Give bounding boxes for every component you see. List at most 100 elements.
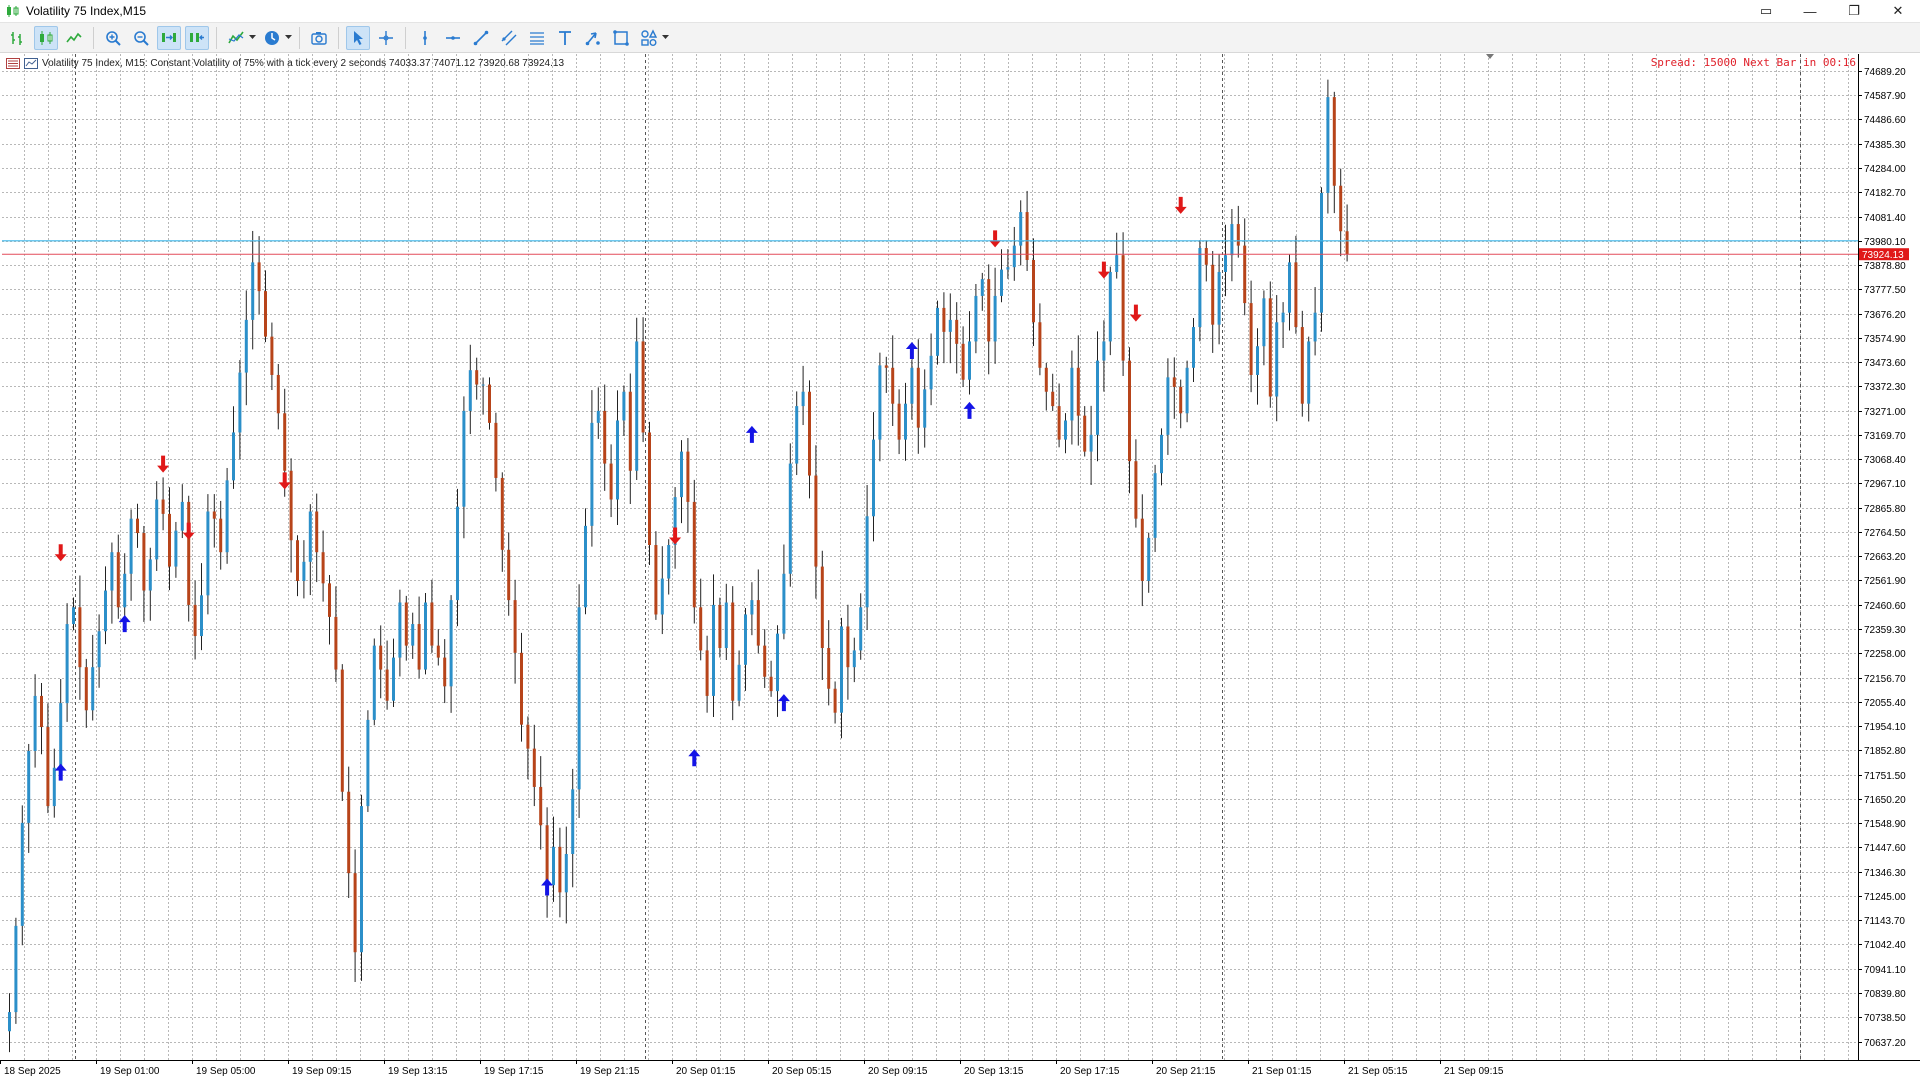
shapes-button[interactable] bbox=[609, 26, 633, 50]
bear-candle bbox=[1057, 406, 1061, 440]
bear-candle bbox=[1121, 255, 1125, 361]
trend-line-button[interactable] bbox=[469, 26, 493, 50]
bear-candle bbox=[1044, 367, 1048, 392]
bull-candle bbox=[801, 391, 805, 407]
cursor-button[interactable] bbox=[346, 25, 370, 50]
dropdown-arrow-icon[interactable] bbox=[248, 26, 256, 50]
bull-candle bbox=[174, 530, 178, 567]
bull-candle bbox=[673, 497, 677, 546]
bear-candle bbox=[808, 391, 811, 476]
shapes-icon bbox=[613, 29, 629, 46]
bull-candle bbox=[616, 420, 619, 500]
close-icon[interactable]: ✕ bbox=[1892, 3, 1904, 18]
candlestick-chart-button[interactable] bbox=[34, 25, 58, 50]
price-axis-label: 71751.50 bbox=[1864, 771, 1906, 782]
sell-signal-arrow bbox=[989, 230, 1002, 248]
periods-clock-icon bbox=[265, 30, 279, 45]
line-chart-icon bbox=[66, 32, 82, 42]
text-button[interactable] bbox=[553, 26, 577, 50]
zoom-out-button[interactable] bbox=[129, 26, 153, 50]
bull-candle bbox=[865, 516, 869, 608]
line-chart-button[interactable] bbox=[62, 26, 86, 50]
bull-candle bbox=[65, 624, 69, 704]
restore-panel-icon[interactable]: ▭ bbox=[1759, 3, 1773, 18]
chart-info-line: Volatility 75 Index, M15: Constant Volat… bbox=[6, 58, 564, 69]
zoom-in-button[interactable] bbox=[101, 26, 125, 50]
price-axis-label: 73777.50 bbox=[1864, 285, 1906, 296]
bear-candle bbox=[1236, 224, 1240, 246]
bull-candle bbox=[680, 451, 683, 498]
objects-button[interactable] bbox=[637, 26, 661, 50]
dropdown-arrow-icon[interactable] bbox=[661, 26, 669, 50]
dropdown-arrow-icon[interactable] bbox=[284, 26, 292, 50]
bear-candle bbox=[475, 370, 479, 385]
price-axis-label: 73372.30 bbox=[1864, 382, 1906, 393]
bull-candle bbox=[180, 501, 184, 531]
price-axis-label: 73980.10 bbox=[1864, 237, 1906, 248]
price-axis-label: 72561.90 bbox=[1864, 576, 1906, 587]
bull-candle bbox=[968, 341, 971, 380]
bull-candle bbox=[232, 432, 235, 481]
bar-chart-button[interactable] bbox=[6, 26, 30, 50]
price-axis-label: 72764.50 bbox=[1864, 528, 1906, 539]
bear-candle bbox=[1332, 97, 1336, 186]
indicators-button[interactable] bbox=[224, 26, 248, 50]
equidistant-channel-button[interactable] bbox=[497, 26, 521, 50]
crosshair-button[interactable] bbox=[374, 26, 398, 50]
periods-clock-button[interactable] bbox=[260, 26, 284, 50]
auto-scroll-button[interactable] bbox=[157, 25, 181, 50]
bull-candle bbox=[91, 667, 95, 711]
bull-candle bbox=[1224, 255, 1227, 272]
bull-candle bbox=[571, 789, 575, 855]
price-axis-label: 72865.80 bbox=[1864, 504, 1906, 515]
bull-candle bbox=[980, 279, 984, 296]
price-axis-label: 74284.00 bbox=[1864, 164, 1906, 175]
bear-candle bbox=[142, 533, 146, 591]
time-axis-label: 20 Sep 17:15 bbox=[1060, 1066, 1120, 1077]
bear-candle bbox=[417, 624, 421, 670]
chart-shift-marker[interactable] bbox=[1486, 54, 1494, 59]
chart-canvas[interactable]: 74689.20 74587.90 74486.60 74385.30 74284.00… bbox=[0, 54, 1920, 1080]
bar-chart-icon bbox=[11, 31, 22, 45]
screenshot-button[interactable] bbox=[307, 26, 331, 50]
bull-candle bbox=[1313, 312, 1317, 342]
bear-candle bbox=[340, 669, 344, 792]
bear-candle bbox=[257, 262, 261, 292]
bear-candle bbox=[1249, 303, 1253, 375]
horizontal-line-icon bbox=[446, 35, 460, 40]
price-axis-label: 72359.30 bbox=[1864, 625, 1906, 636]
horizontal-line-button[interactable] bbox=[441, 26, 465, 50]
bull-candle bbox=[1281, 312, 1285, 323]
bear-candle bbox=[916, 367, 920, 428]
fibonacci-button[interactable] bbox=[525, 26, 549, 50]
arrow-tool-button[interactable] bbox=[581, 26, 605, 50]
bull-candle bbox=[251, 262, 255, 320]
bear-candle bbox=[833, 688, 837, 713]
arrow-tool-icon bbox=[585, 31, 600, 45]
bull-candle bbox=[308, 511, 312, 562]
price-axis-label: 71143.70 bbox=[1864, 916, 1905, 927]
bull-candle bbox=[1256, 346, 1259, 375]
time-axis-label: 20 Sep 01:15 bbox=[676, 1066, 736, 1077]
minimize-icon[interactable]: — bbox=[1803, 3, 1817, 19]
toolbar-separator bbox=[93, 26, 94, 49]
price-axis-label: 72663.20 bbox=[1864, 552, 1906, 563]
bull-candle bbox=[1012, 245, 1016, 268]
chart-shift-button[interactable] bbox=[185, 25, 209, 50]
buy-signal-arrow bbox=[777, 694, 790, 712]
price-chart[interactable]: 74689.20 74587.90 74486.60 74385.30 74284.00… bbox=[0, 54, 1920, 1080]
bear-candle bbox=[328, 583, 331, 617]
auto-scroll-icon bbox=[162, 32, 176, 42]
vertical-line-button[interactable] bbox=[413, 26, 437, 50]
bull-candle bbox=[72, 607, 75, 625]
bull-candle bbox=[155, 499, 159, 560]
chart-type-icon[interactable] bbox=[24, 58, 38, 69]
bull-candle bbox=[590, 422, 594, 526]
bull-candle bbox=[1320, 192, 1323, 313]
bull-candle bbox=[910, 367, 914, 404]
maximize-icon[interactable]: ❐ bbox=[1848, 3, 1860, 18]
bull-candle bbox=[14, 925, 18, 1013]
bull-candle bbox=[974, 295, 978, 342]
chart-toolbar bbox=[0, 23, 1920, 53]
one-click-trading-icon[interactable] bbox=[6, 58, 20, 69]
